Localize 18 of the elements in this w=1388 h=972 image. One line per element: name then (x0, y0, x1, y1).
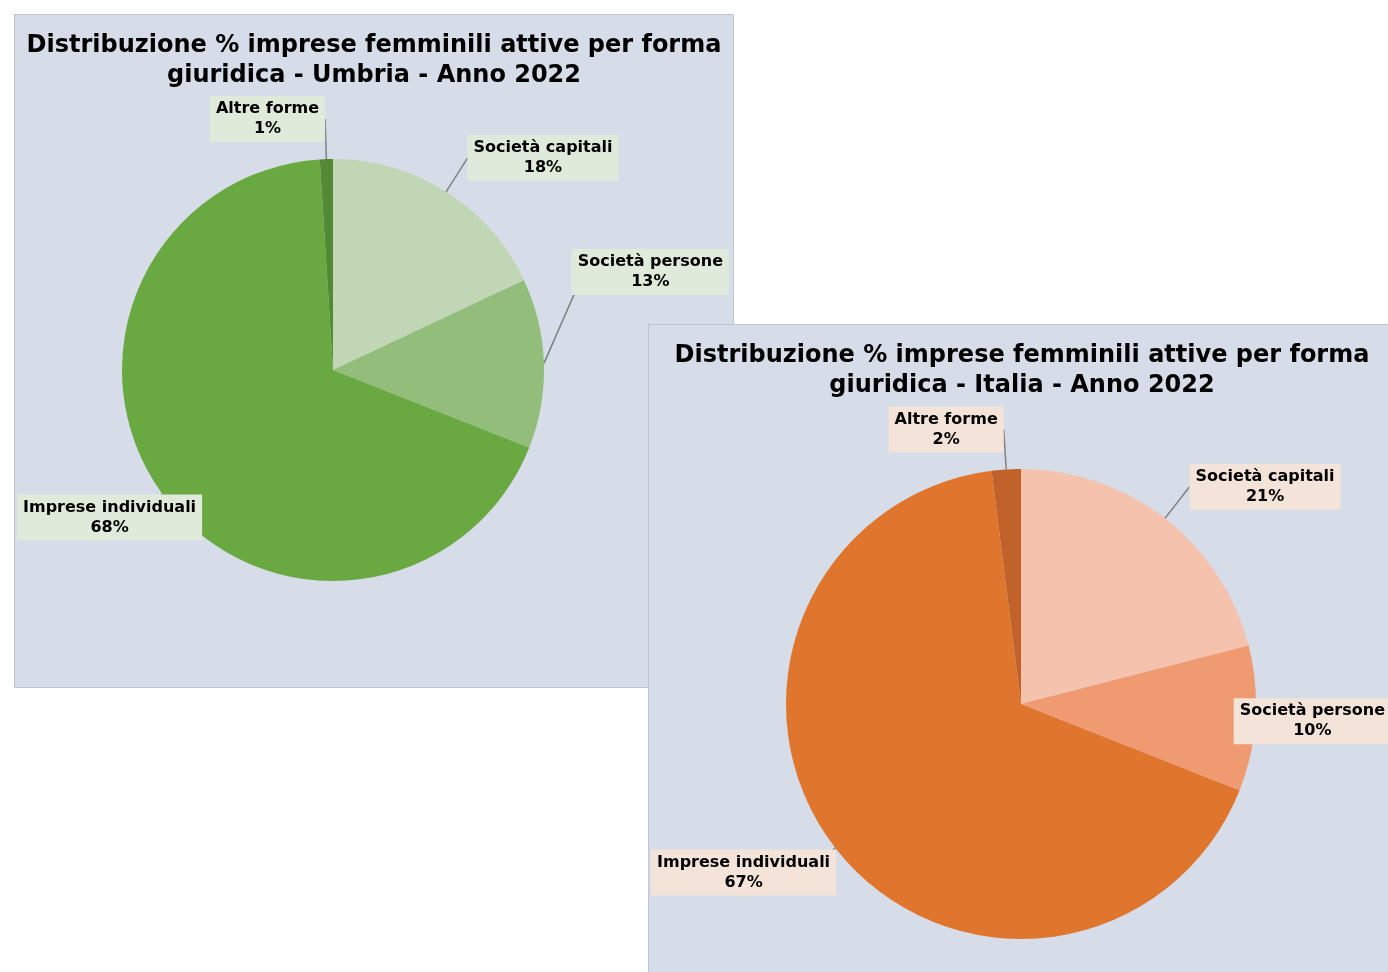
chart-title: Distribuzione % imprese femminili attive per forma giuridica - Italia - Anno 2022 (673, 339, 1371, 399)
slice-label: Altre forme (215, 98, 320, 118)
chart-title: Distribuzione % imprese femminili attive per forma giuridica - Umbria - Anno 2022 (25, 29, 723, 89)
data-label: 1% (253, 118, 282, 138)
slice-label: Imprese individuali (657, 851, 831, 871)
data-label: 2% (932, 428, 960, 448)
data-label: 21% (1245, 485, 1285, 505)
slice-label: Società persone (1239, 700, 1386, 720)
slice-label: Società capitali (473, 137, 613, 157)
data-label: 67% (724, 871, 763, 891)
slice-label: Società persone (577, 251, 724, 271)
data-label: 10% (1293, 720, 1332, 740)
data-label: 68% (90, 516, 129, 536)
slice-label: Società capitali (1195, 465, 1335, 485)
data-label: 13% (631, 271, 670, 291)
data-label: 18% (523, 157, 563, 177)
slice-label: Altre forme (894, 408, 998, 428)
slice-label: Imprese individuali (23, 496, 197, 516)
